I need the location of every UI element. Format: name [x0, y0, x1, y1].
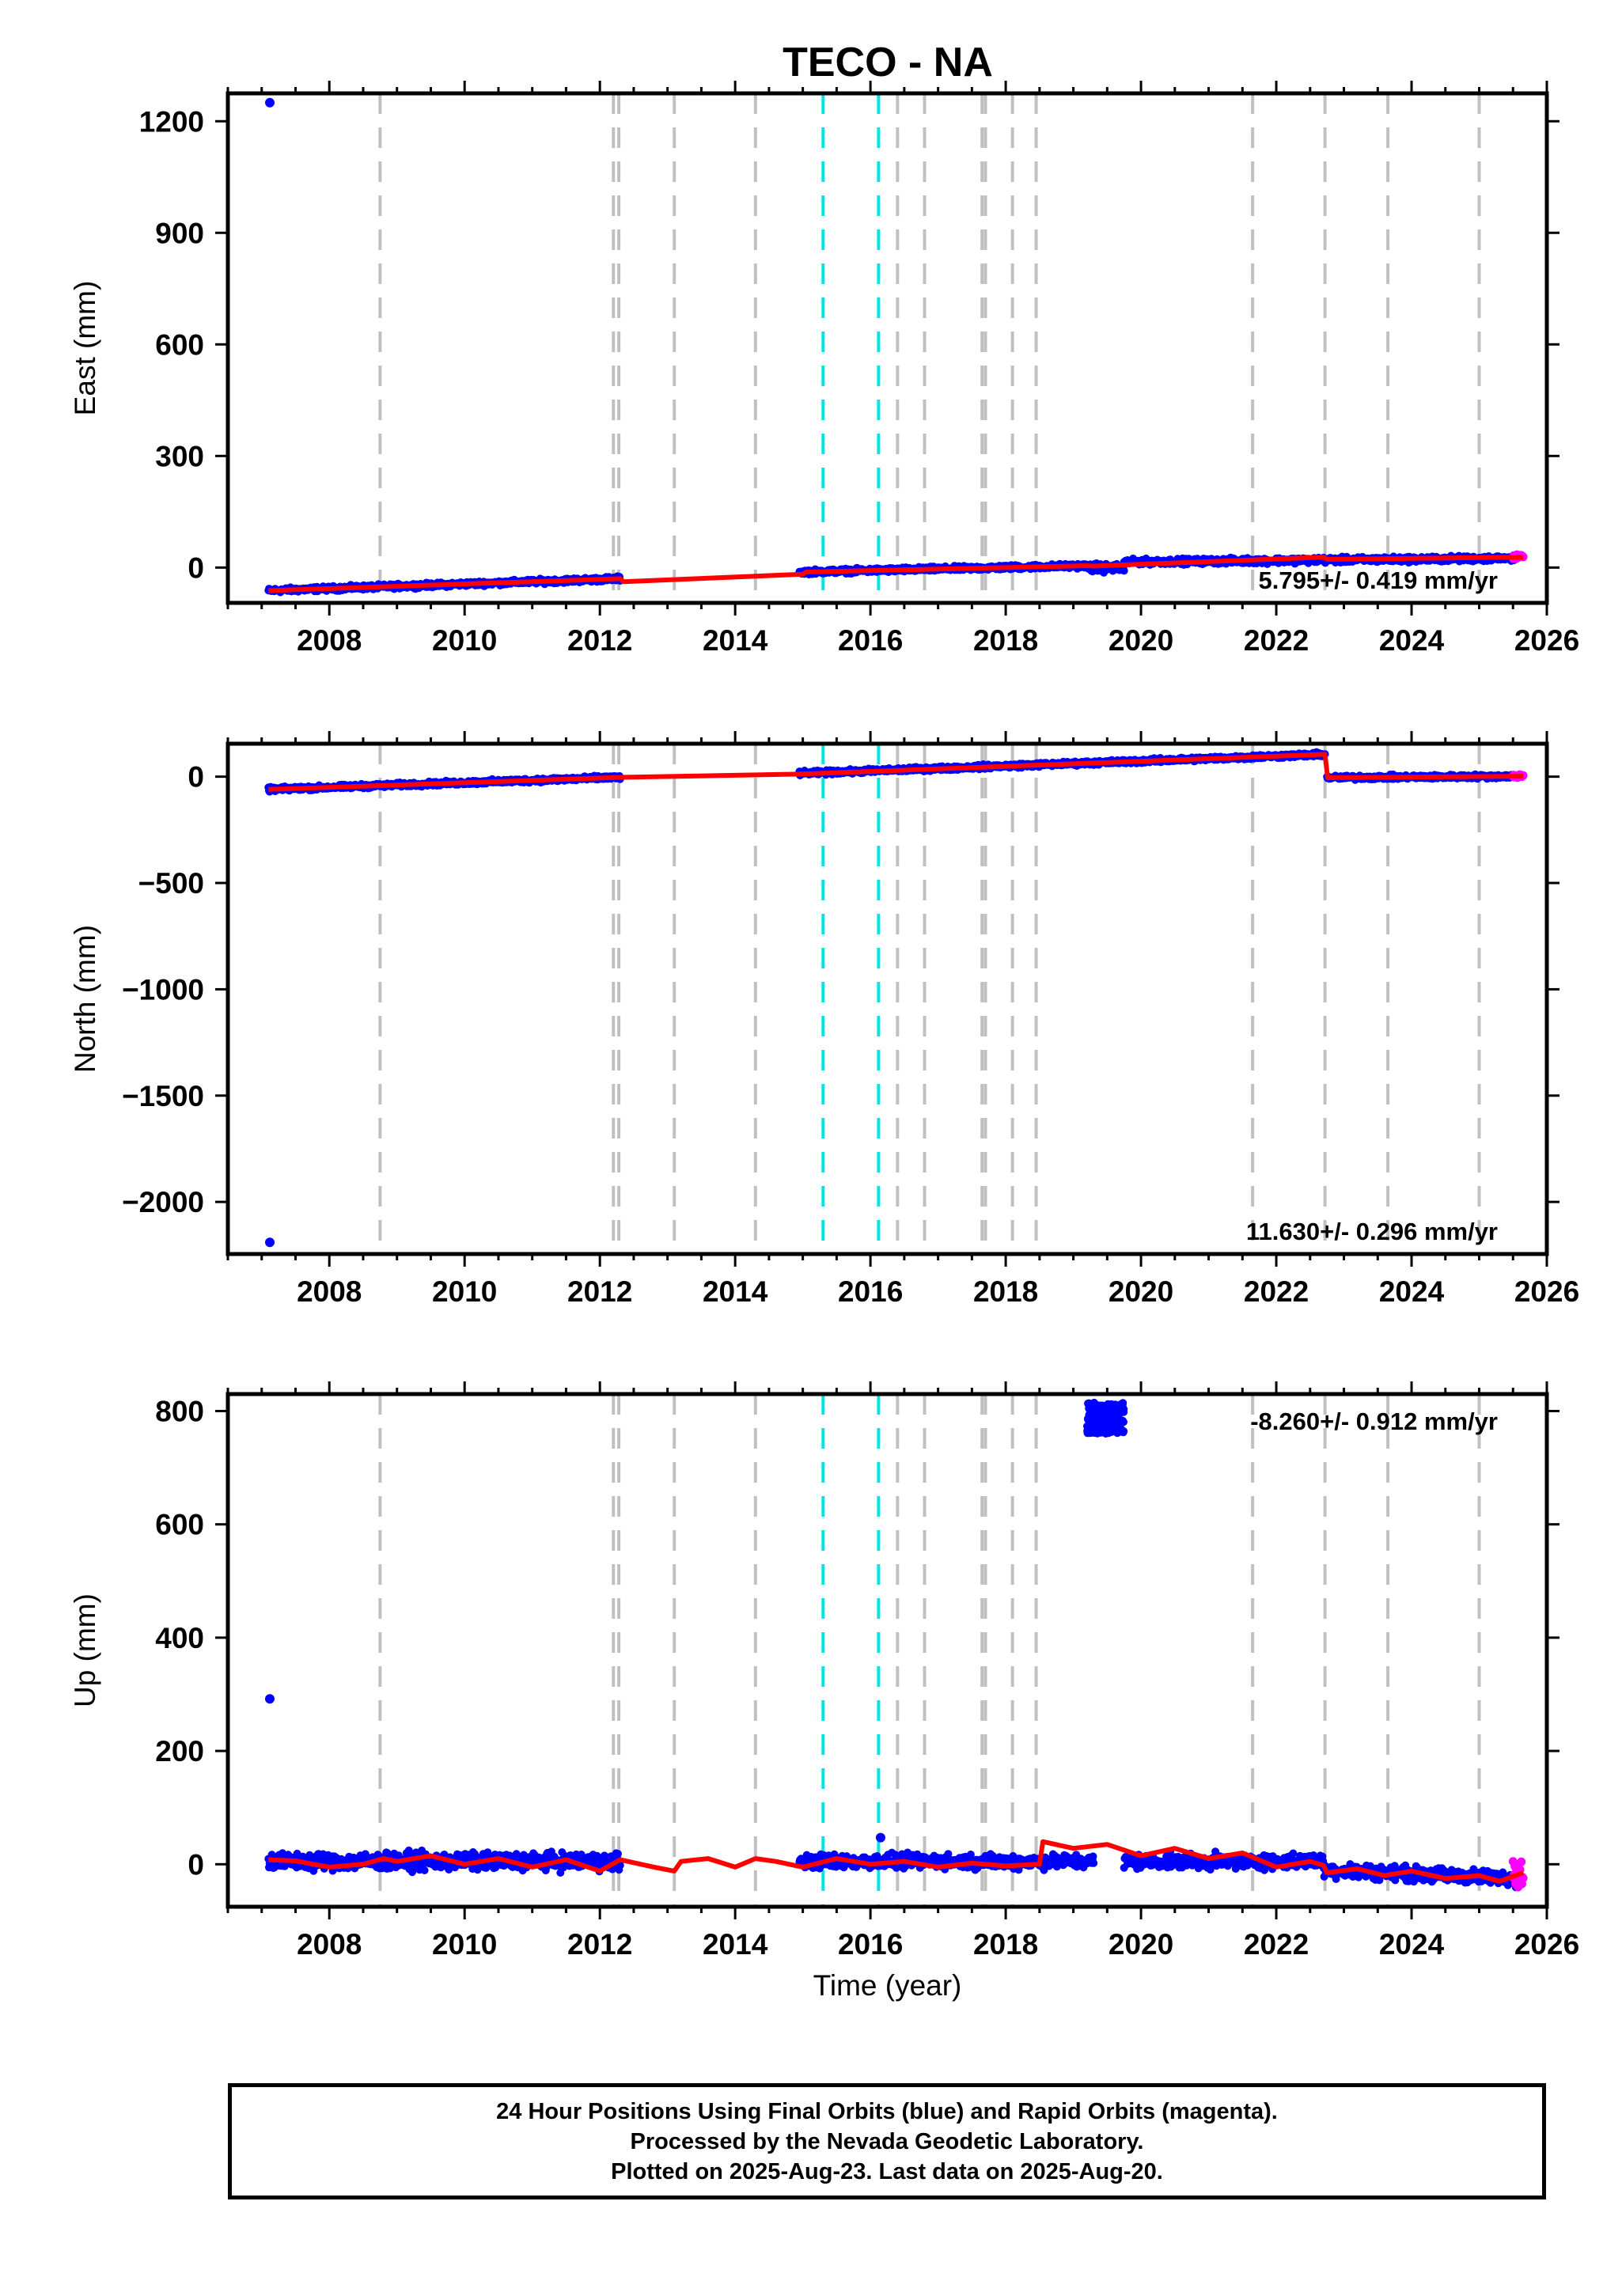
x-tick-label: 2022 [1244, 1275, 1309, 1308]
north-model-line [268, 752, 1524, 792]
x-tick-label: 2026 [1514, 624, 1579, 657]
x-tick-label: 2018 [973, 1275, 1038, 1308]
east-rate-label: 5.795+/- 0.419 mm/yr [1259, 566, 1498, 594]
up-outlier-point [875, 1832, 885, 1843]
y-tick-label: 1200 [139, 105, 204, 138]
panels: 2008 2010 2012 2014 2016 2018 2020 2022 2024 2026… [69, 81, 1579, 2002]
y-tick-label: 200 [155, 1735, 204, 1767]
y-tick-label: 300 [155, 440, 204, 472]
x-tick-label: 2010 [432, 624, 497, 657]
y-tick-label: −500 [138, 867, 204, 900]
x-tick-label: 2016 [838, 624, 903, 657]
x-tick-label: 2022 [1244, 624, 1309, 657]
east-model-line [268, 555, 1524, 593]
x-tick-label: 2008 [297, 624, 362, 657]
x-tick-label: 2012 [567, 1275, 632, 1308]
y-tick-label: 400 [155, 1622, 204, 1654]
x-tick-label: 2014 [703, 624, 768, 657]
y-tick-label: 0 [188, 1848, 204, 1881]
x-tick-label: 2014 [703, 1275, 768, 1308]
x-tick-label: 2020 [1108, 1928, 1173, 1961]
y-tick-label: 0 [188, 761, 204, 794]
x-tick-label: 2024 [1379, 1275, 1445, 1308]
y-tick-label: −2000 [122, 1186, 204, 1218]
x-tick-label: 2020 [1108, 1275, 1173, 1308]
up-frame [225, 1392, 1549, 1909]
x-tick-label: 2026 [1514, 1275, 1579, 1308]
caption-line-1: 24 Hour Positions Using Final Orbits (bl… [496, 2098, 1278, 2124]
y-tick-label: 0 [188, 551, 204, 584]
x-tick-label: 2018 [973, 1928, 1038, 1961]
x-tick-label: 2016 [838, 1928, 903, 1961]
y-tick-label: −1000 [122, 973, 204, 1006]
up-model-line [268, 1839, 1525, 1884]
up-outlier-point [265, 1694, 275, 1704]
y-tick-label: 800 [155, 1395, 204, 1427]
x-tick-label: 2010 [432, 1275, 497, 1308]
east-y-axis-label: East (mm) [69, 281, 101, 416]
x-tick-label: 2008 [297, 1928, 362, 1961]
x-tick-label: 2024 [1379, 624, 1445, 657]
x-tick-label: 2020 [1108, 624, 1173, 657]
y-tick-label: 900 [155, 217, 204, 249]
east-frame [225, 91, 1549, 605]
north-rate-label: 11.630+/- 0.296 mm/yr [1246, 1218, 1498, 1245]
x-tick-label: 2010 [432, 1928, 497, 1961]
caption-line-3: Plotted on 2025-Aug-23. Last data on 202… [611, 2158, 1163, 2184]
x-tick-label: 2026 [1514, 1928, 1579, 1961]
x-axis-label: Time (year) [813, 1969, 962, 2002]
east-outlier-point [265, 97, 275, 108]
x-tick-label: 2008 [297, 1275, 362, 1308]
x-tick-label: 2016 [838, 1275, 903, 1308]
east-panel: 2008 2010 2012 2014 2016 2018 2020 2022 2024 2026… [69, 81, 1579, 657]
north-outlier-point [265, 1237, 275, 1248]
up-y-axis-label: Up (mm) [69, 1593, 101, 1707]
north-y-axis-label: North (mm) [69, 925, 101, 1073]
x-tick-label: 2014 [703, 1928, 768, 1961]
x-tick-label: 2024 [1379, 1928, 1445, 1961]
x-tick-label: 2012 [567, 1928, 632, 1961]
north-panel: 2008 2010 2012 2014 2016 2018 2020 2022 2024 2026… [69, 731, 1579, 1308]
up-rate-label: -8.260+/- 0.912 mm/yr [1250, 1408, 1498, 1435]
north-frame [225, 741, 1549, 1256]
y-tick-label: 600 [155, 1509, 204, 1541]
caption-line-2: Processed by the Nevada Geodetic Laborat… [630, 2128, 1144, 2154]
caption-box: 24 Hour Positions Using Final Orbits (bl… [228, 2083, 1546, 2199]
x-tick-label: 2012 [567, 624, 632, 657]
x-tick-label: 2022 [1244, 1928, 1309, 1961]
x-tick-label: 2018 [973, 624, 1038, 657]
figure-title: TECO - NA [783, 40, 993, 85]
up-panel: 2008 2010 2012 2014 2016 2018 2020 2022 2024 2026… [69, 1381, 1579, 2002]
y-tick-label: 600 [155, 328, 204, 361]
y-tick-label: −1500 [122, 1080, 204, 1112]
